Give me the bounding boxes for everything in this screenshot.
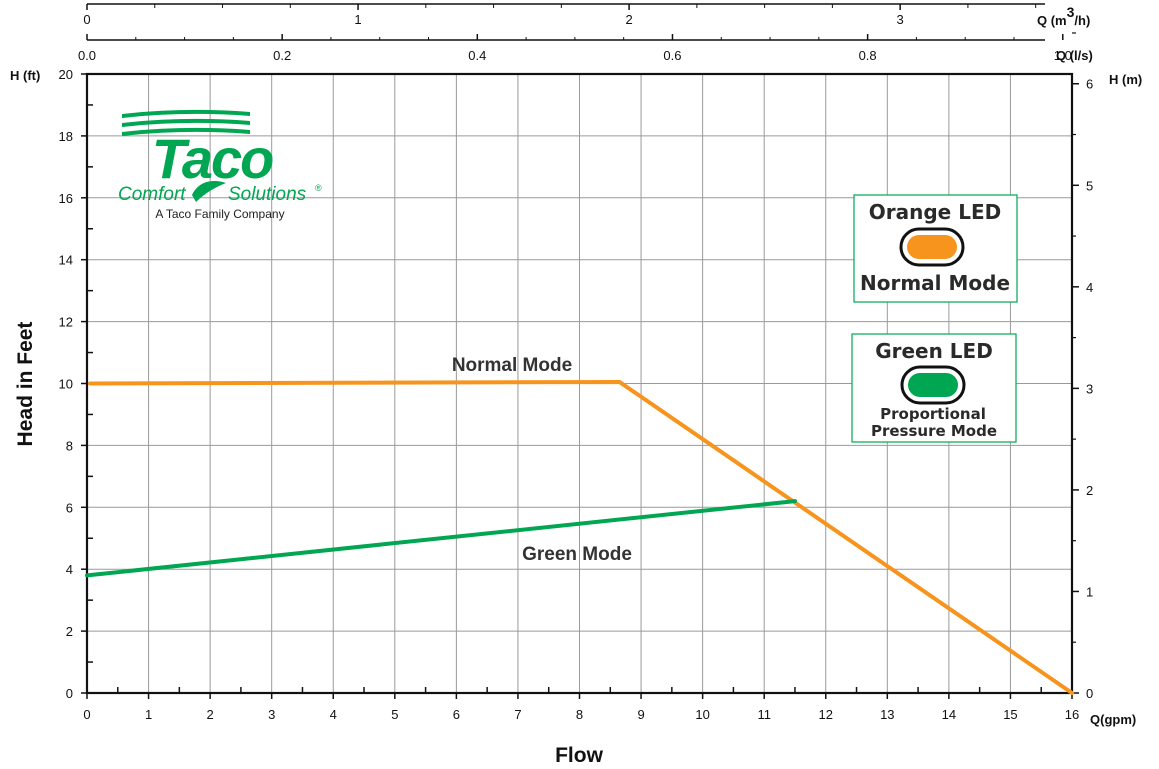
x-tick-label: 9 (637, 707, 644, 722)
legend-orange-led: Orange LED Normal Mode (853, 194, 1018, 303)
x-tick-label: 3 (268, 707, 275, 722)
x-tick-label: 5 (391, 707, 398, 722)
normal-mode-curve-label: Normal Mode (452, 355, 572, 376)
legend-green-mode-line2: Pressure Mode (871, 422, 997, 440)
ls-tick-label: 1.0 (1054, 48, 1072, 63)
legend-orange-title: Orange LED (869, 200, 1001, 224)
legend-green-led: Green LED Proportional Pressure Mode (851, 333, 1017, 443)
x-tick-label: 2 (207, 707, 214, 722)
ls-tick-label: 0.8 (859, 48, 877, 63)
y-right-unit: H (m) (1109, 72, 1142, 87)
x-tick-label: 14 (942, 707, 956, 722)
registered-mark: ® (315, 183, 322, 193)
x-tick-label: 15 (1003, 707, 1017, 722)
x-tick-label: 0 (83, 707, 90, 722)
x-tick-label: 10 (695, 707, 709, 722)
y-tick-label: 20 (59, 67, 73, 82)
y-right-tick-label: 0 (1086, 686, 1093, 701)
logo-brand: Taco (152, 127, 273, 190)
y-tick-label: 12 (59, 315, 73, 330)
y-tick-label: 6 (66, 500, 73, 515)
x-tick-label: 12 (819, 707, 833, 722)
x-tick-label: 4 (330, 707, 337, 722)
y-tick-label: 2 (66, 624, 73, 639)
legend-green-mode-line1: Proportional (880, 405, 986, 423)
y-left-unit: H (ft) (10, 68, 40, 83)
ticks (81, 3, 1079, 699)
x-tick-label: 6 (453, 707, 460, 722)
logo-tagline: A Taco Family Company (155, 207, 284, 221)
tick-labels: 0 1 2 3 4 5 6 7 8 9 10 11 12 13 14 15 160246810121416182… (59, 12, 1094, 722)
normal-mode-curve (88, 379, 1074, 695)
green-led-lamp (908, 373, 958, 397)
y-right-tick-label: 5 (1086, 178, 1093, 193)
x-tick-label: 16 (1065, 707, 1079, 722)
y-right-tick-label: 3 (1086, 381, 1093, 396)
m3h-tick-label: 3 (897, 12, 904, 27)
y-axis-title: Head in Feet (14, 322, 37, 447)
y-tick-label: 16 (59, 191, 73, 206)
x-bottom-unit: Q(gpm) (1090, 712, 1136, 727)
x-tick-label: 1 (145, 707, 152, 722)
ls-tick-label: 0.0 (78, 48, 96, 63)
m3h-tick-label: 1 (354, 12, 361, 27)
legend-green-title: Green LED (875, 339, 993, 363)
y-right-tick-label: 1 (1086, 584, 1093, 599)
ls-tick-label: 0.4 (468, 48, 486, 63)
curves (85, 379, 1074, 695)
ls-tick-label: 0.6 (663, 48, 681, 63)
x-tick-label: 7 (514, 707, 521, 722)
ls-tick-label: 0.2 (273, 48, 291, 63)
x-tick-label: 11 (757, 707, 771, 722)
y-right-tick-label: 4 (1086, 280, 1093, 295)
m3h-tick-label: 2 (625, 12, 632, 27)
m3h-tick-label: 0 (83, 12, 90, 27)
logo-wave-lines (122, 109, 250, 136)
y-tick-label: 0 (66, 686, 73, 701)
orange-led-lamp (907, 235, 957, 259)
x-m3h-unit: Q (m3/h) (1037, 4, 1090, 28)
y-tick-label: 14 (59, 253, 73, 268)
green-mode-curve-label: Green Mode (522, 544, 632, 565)
logo-line1: Comfort (118, 184, 186, 205)
legend-orange-mode: Normal Mode (860, 271, 1010, 295)
y-right-tick-label: 2 (1086, 483, 1093, 498)
logo-line2: Solutions (228, 184, 307, 205)
x-tick-label: 13 (880, 707, 894, 722)
taco-logo: Taco Comfort Solutions ® A Taco Family C… (118, 109, 322, 221)
green-mode-curve (85, 499, 797, 578)
y-right-tick-label: 6 (1086, 77, 1093, 92)
x-tick-label: 8 (576, 707, 583, 722)
y-tick-label: 8 (66, 438, 73, 453)
y-tick-label: 4 (66, 562, 73, 577)
x-ls-unit: Q (l/s) (1056, 48, 1093, 63)
x-axis-title: Flow (555, 744, 603, 767)
y-tick-label: 10 (59, 377, 73, 392)
y-tick-label: 18 (59, 129, 73, 144)
leaf-icon (192, 180, 226, 202)
